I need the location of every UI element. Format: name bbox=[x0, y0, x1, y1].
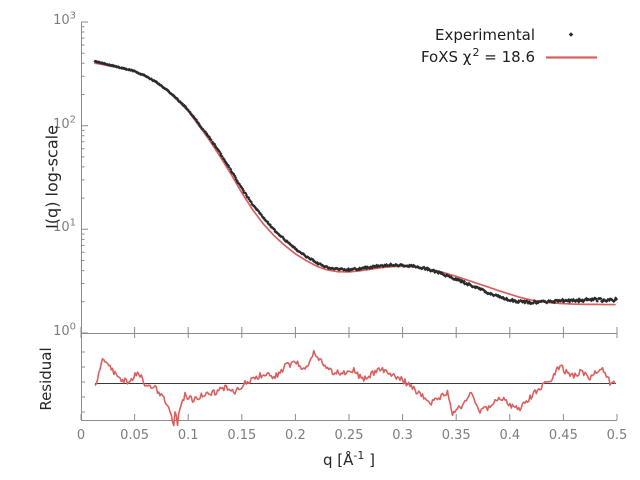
x-tick-label: 0.2 bbox=[285, 428, 306, 443]
x-tick-label: 0.1 bbox=[177, 428, 199, 443]
x-tick-label: 0 bbox=[76, 428, 86, 443]
legend-label-experimental: Experimental bbox=[434, 26, 535, 44]
x-tick-label: 0.5 bbox=[606, 428, 628, 443]
x-tick-label: 0.4 bbox=[499, 428, 521, 443]
x-tick-label: 0.25 bbox=[334, 428, 364, 443]
x-tick-label: 0.45 bbox=[548, 428, 578, 443]
y-tick-label-1e1: 101 bbox=[53, 217, 76, 235]
x-tick-label: 0.15 bbox=[227, 428, 257, 443]
x-tick-label: 0.05 bbox=[120, 428, 150, 443]
y-axis-label-residual: Residual bbox=[37, 347, 55, 411]
x-tick-label: 0.3 bbox=[392, 428, 413, 443]
y-tick-label-1e2: 102 bbox=[53, 114, 76, 132]
y-tick-label-1e0: 100 bbox=[53, 321, 76, 339]
legend-entry-foxs: FoXS χ2 = 18.6 bbox=[421, 46, 535, 68]
x-tick-label: 0.35 bbox=[441, 428, 471, 443]
legend-chi-exponent: 2 bbox=[472, 46, 480, 59]
legend-chi-value: = 18.6 bbox=[479, 48, 535, 66]
x-axis-label: q [Å-1 ] bbox=[323, 449, 375, 469]
y-axis-label-intensity: I(q) log-scale bbox=[42, 125, 62, 229]
legend: Experimental FoXS χ2 = 18.6 bbox=[421, 24, 535, 68]
legend-entry-experimental: Experimental bbox=[421, 24, 535, 46]
y-tick-label-1e3: 103 bbox=[53, 10, 76, 28]
legend-label-foxs: FoXS χ bbox=[420, 48, 472, 66]
legend-diamond-marker bbox=[568, 32, 574, 37]
